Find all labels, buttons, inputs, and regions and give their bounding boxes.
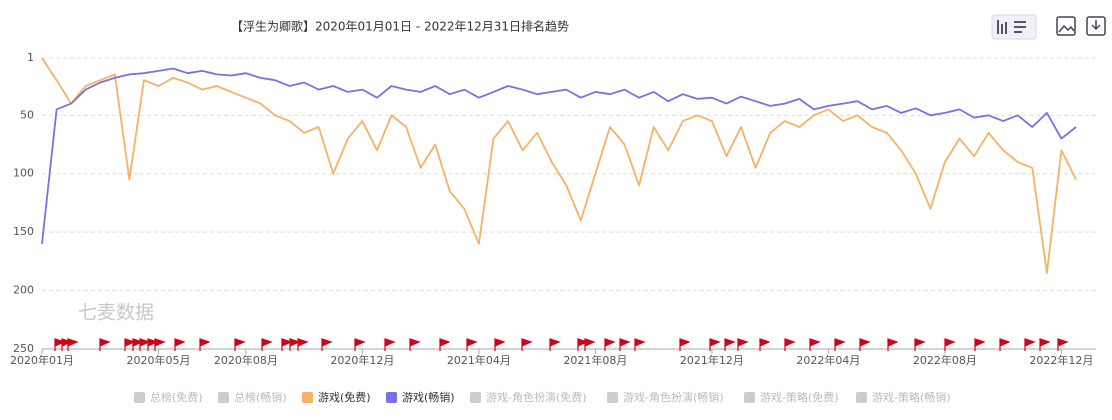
event-flag <box>439 338 451 351</box>
series-line <box>41 67 1077 244</box>
legend-label: 总榜(畅销) <box>234 390 287 404</box>
x-tick-label: 2022年08月 <box>913 353 977 367</box>
legend-item[interactable]: 总榜(免费) <box>134 390 203 404</box>
event-flag <box>261 338 273 351</box>
legend-swatch <box>607 392 618 403</box>
legend-label: 游戏(免费) <box>318 390 371 404</box>
event-flag <box>584 338 596 351</box>
legend-swatch <box>744 392 755 403</box>
event-flag <box>234 338 246 351</box>
y-tick-label: 200 <box>13 284 34 297</box>
event-flag <box>494 338 506 351</box>
event-flag <box>297 338 309 351</box>
event-flag <box>724 338 736 351</box>
event-flag <box>604 338 616 351</box>
event-flag <box>834 338 846 351</box>
x-tick-label: 2020年08月 <box>214 353 278 367</box>
event-flag <box>289 338 301 351</box>
y-tick-label: 50 <box>20 108 34 121</box>
event-flag <box>619 338 631 351</box>
legend-item[interactable]: 总榜(畅销) <box>218 390 287 404</box>
legend-swatch <box>856 392 867 403</box>
x-tick-label: 2022年12月 <box>1029 353 1093 367</box>
event-flag <box>759 338 771 351</box>
y-tick-label: 250 <box>13 342 34 355</box>
event-flag <box>809 338 821 351</box>
event-flag <box>634 338 646 351</box>
legend-item[interactable]: 游戏-策略(畅销) <box>856 390 951 404</box>
legend-item[interactable]: 游戏-角色扮演(畅销) <box>607 390 724 404</box>
x-tick-label: 2020年05月 <box>127 353 191 367</box>
legend-label: 游戏-策略(免费) <box>760 390 839 404</box>
event-flag <box>354 338 366 351</box>
event-flag <box>99 338 111 351</box>
event-flag <box>139 338 151 351</box>
image-button[interactable] <box>1056 16 1076 36</box>
event-flag <box>549 338 561 351</box>
toggle-icon <box>997 20 1026 34</box>
event-flag <box>914 338 926 351</box>
y-tick-label: 1 <box>27 51 34 64</box>
event-flag <box>1024 338 1036 351</box>
legend-item[interactable]: 游戏-策略(免费) <box>744 390 839 404</box>
legend-label: 游戏-角色扮演(畅销) <box>623 390 724 404</box>
legend-swatch <box>134 392 145 403</box>
x-tick-label: 2021年12月 <box>680 353 744 367</box>
event-flag <box>679 338 691 351</box>
x-tick-label: 2020年12月 <box>330 353 394 367</box>
legend-label: 游戏-策略(畅销) <box>872 390 951 404</box>
event-flag <box>154 338 166 351</box>
event-flag <box>124 338 136 351</box>
event-flag <box>174 338 186 351</box>
download-button[interactable] <box>1086 16 1106 36</box>
x-tick-label: 2020年01月 <box>10 353 74 367</box>
event-flag <box>999 338 1011 351</box>
event-flag <box>384 338 396 351</box>
download-icon <box>1091 20 1101 31</box>
legend-label: 游戏(畅销) <box>402 390 455 404</box>
legend-label: 游戏-角色扮演(免费) <box>486 390 587 404</box>
legend-swatch <box>218 392 229 403</box>
x-tick-label: 2022年04月 <box>796 353 860 367</box>
event-flag <box>321 338 333 351</box>
toolbar <box>991 14 1106 40</box>
event-flag <box>521 338 533 351</box>
event-flag <box>859 338 871 351</box>
legend-item[interactable]: 游戏(免费) <box>302 390 371 404</box>
event-flag <box>784 338 796 351</box>
legend-swatch <box>302 392 313 403</box>
legend-item[interactable]: 游戏-角色扮演(免费) <box>470 390 587 404</box>
event-flag <box>281 338 293 351</box>
event-flag <box>67 338 79 351</box>
series-line <box>41 57 1077 274</box>
event-flag <box>709 338 721 351</box>
event-flag <box>409 338 421 351</box>
legend-swatch <box>470 392 481 403</box>
event-flag <box>466 338 478 351</box>
image-icon <box>1058 24 1075 33</box>
watermark: 七麦数据 <box>78 302 154 324</box>
event-flag <box>199 338 211 351</box>
legend-label: 总榜(免费) <box>150 390 203 404</box>
event-flag <box>887 338 899 351</box>
event-flag <box>944 338 956 351</box>
event-flag <box>1039 338 1051 351</box>
event-flag <box>974 338 986 351</box>
chart-title: 【浮生为卿歌】2020年01月01日 - 2022年12月31日排名趋势 <box>231 19 569 34</box>
x-tick-label: 2021年04月 <box>447 353 511 367</box>
event-flag <box>737 338 749 351</box>
y-tick-label: 100 <box>13 167 34 180</box>
x-tick-label: 2021年08月 <box>563 353 627 367</box>
event-flag <box>1057 338 1069 351</box>
legend-item[interactable]: 游戏(畅销) <box>386 390 455 404</box>
legend-swatch <box>386 392 397 403</box>
y-tick-label: 150 <box>13 225 34 238</box>
